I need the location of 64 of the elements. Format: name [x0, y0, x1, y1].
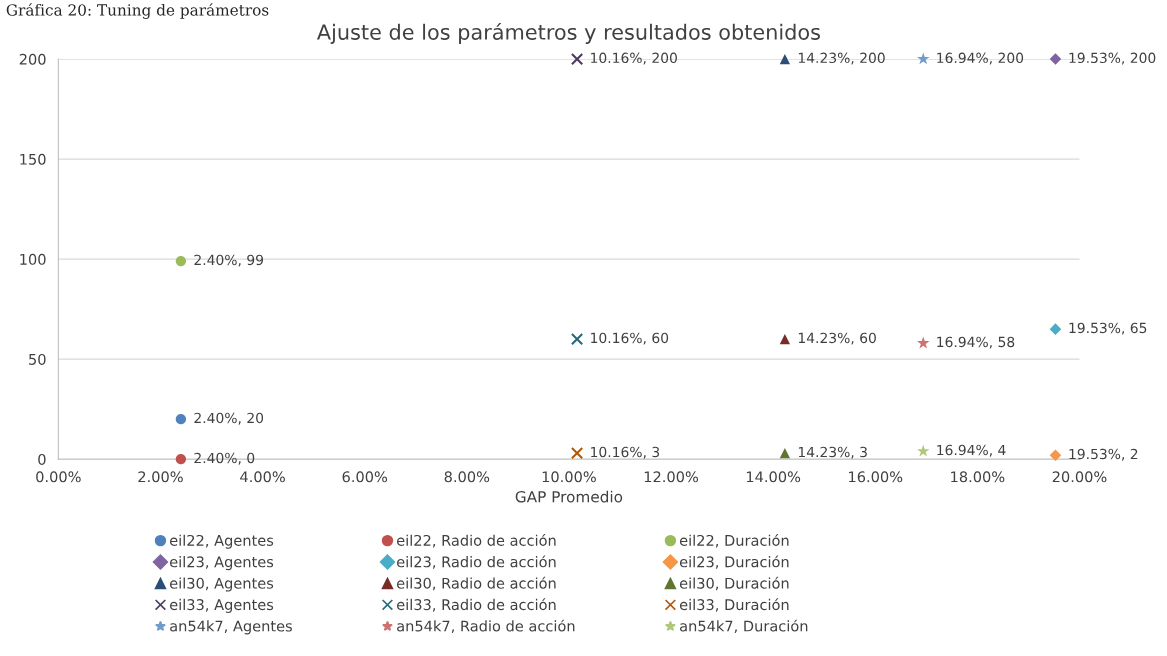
- legend-label: an54k7, Radio de acción: [397, 619, 575, 634]
- legend-label: eil30, Duración: [679, 576, 789, 591]
- text: Gráfica 20: Tuning de parámetros: [6, 3, 269, 19]
- point: [916, 52, 930, 65]
- x-axis-title: GAP Promedio: [515, 490, 623, 503]
- data-label: 14.23%, 200: [798, 52, 885, 65]
- data-label: 14.23%, 3: [798, 446, 867, 459]
- x-tick-label: 6.00%: [342, 471, 388, 483]
- point: [779, 448, 791, 459]
- data-label: 19.53%, 200: [1069, 52, 1156, 65]
- legend-label: eil30, Agentes: [170, 577, 274, 592]
- data-label: 10.16%, 3: [591, 446, 660, 459]
- data-label: 16.94%, 200: [937, 52, 1024, 65]
- point: [175, 414, 187, 425]
- data-label: 2.40%, 20: [194, 412, 264, 425]
- legend-label: eil23, Duración: [679, 555, 789, 569]
- y-tick-label: 50: [29, 353, 46, 365]
- legend-label: an54k7, Agentes: [170, 620, 292, 635]
- x-tick-label: 20.00%: [1052, 471, 1107, 483]
- x-tick-label: 4.00%: [240, 471, 285, 483]
- data-label: 16.94%, 58: [937, 336, 1015, 349]
- y-tick-label: 0: [38, 453, 46, 465]
- data-label: 16.94%, 4: [937, 444, 1006, 457]
- y-tick-label: 150: [20, 153, 46, 165]
- x-tick-label: 2.00%: [138, 471, 183, 483]
- y-tick-label: 100: [20, 253, 46, 265]
- data-label: 10.16%, 200: [591, 52, 677, 65]
- x-tick-label: 12.00%: [644, 471, 699, 483]
- y-tick-label: 200: [19, 53, 46, 65]
- data-label: 2.40%, 0: [194, 452, 255, 465]
- x-tick-label: 0.00%: [36, 471, 81, 483]
- legend-label: eil22, Agentes: [170, 534, 274, 549]
- legend-label: eil22, Duración: [679, 534, 789, 548]
- legend-label: eil22, Radio de acción: [397, 534, 556, 548]
- point: [175, 454, 187, 465]
- legend-label: eil23, Radio de acción: [397, 555, 556, 569]
- point: [916, 336, 930, 349]
- point: [570, 447, 584, 460]
- chart-title: Ajuste de los parámetros y resultados obtenidos: [316, 22, 820, 44]
- data-label: 19.53%, 65: [1069, 322, 1147, 335]
- point: [1049, 449, 1062, 462]
- legend-label: eil33, Radio de acción: [397, 598, 556, 612]
- legend-label: eil33, Agentes: [170, 598, 274, 613]
- point: [916, 444, 930, 457]
- x-tick-label: 16.00%: [849, 471, 903, 483]
- data-label: 2.40%, 99: [194, 254, 264, 267]
- data-label: 10.16%, 60: [591, 332, 669, 345]
- x-tick-label: 10.00%: [542, 471, 596, 483]
- x-tick-label: 14.00%: [746, 471, 801, 483]
- x-tick-label: 8.00%: [444, 471, 490, 483]
- legend-label: an54k7, Duración: [680, 619, 808, 634]
- point: [1049, 53, 1062, 65]
- data-label: 19.53%, 2: [1069, 448, 1138, 461]
- point: [779, 53, 791, 65]
- x-tick-label: 18.00%: [951, 471, 1005, 483]
- point: [570, 52, 584, 66]
- point: [1049, 323, 1062, 335]
- legend-label: eil33, Duración: [679, 598, 789, 612]
- legend-label: eil30, Radio de acción: [397, 576, 556, 591]
- data-label: 14.23%, 60: [798, 332, 876, 345]
- legend-label: eil23, Agentes: [170, 556, 274, 571]
- point: [779, 334, 791, 345]
- point: [570, 332, 584, 346]
- point: [175, 255, 187, 267]
